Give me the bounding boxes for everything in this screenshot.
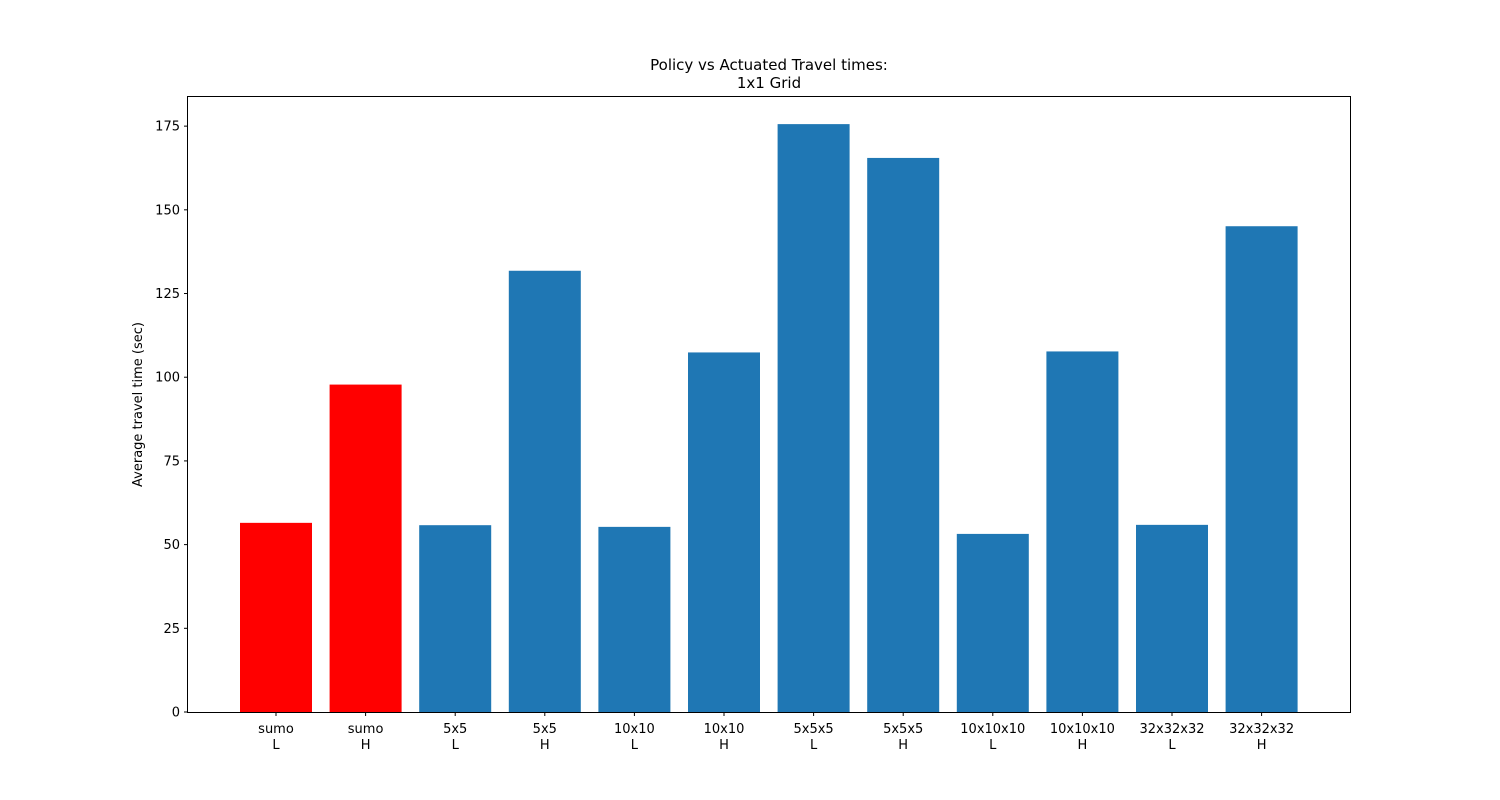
y-axis-ticks: 0 25 50 75 100 125 150 175: [155, 120, 188, 721]
bar-sumo-l: [240, 522, 312, 712]
y-tick-label: 100: [155, 371, 180, 386]
bar-5x5-l: [419, 525, 492, 712]
x-tick-label: H: [898, 738, 908, 753]
bar-5x5x5-l: [777, 124, 850, 713]
y-tick-label: 0: [172, 706, 180, 721]
x-tick-label: 32x32x32: [1229, 722, 1294, 737]
x-tick-label: H: [1078, 738, 1088, 753]
x-tick-label: H: [540, 738, 550, 753]
x-tick-label: L: [452, 738, 460, 753]
bar-5x5-h: [508, 270, 581, 712]
x-tick-label: H: [1257, 738, 1267, 753]
y-axis-label: Average travel time (sec): [131, 322, 146, 487]
x-tick-label: H: [719, 738, 729, 753]
x-tick-label: L: [989, 738, 997, 753]
x-tick-label: 10x10: [614, 722, 655, 737]
bar-32x32x32-l: [1136, 524, 1208, 712]
y-tick-label: 25: [163, 622, 180, 637]
x-tick-label: 5x5: [533, 722, 557, 737]
x-axis-ticks: sumoLsumoH5x5L5x5H10x10L10x10H5x5x5L5x5x…: [258, 712, 1294, 753]
x-tick-label: sumo: [348, 722, 384, 737]
plot-frame: [187, 96, 1351, 713]
x-tick-label: 5x5: [443, 722, 467, 737]
x-tick-label: L: [631, 738, 639, 753]
x-tick-label: 10x10: [704, 722, 745, 737]
chart-title-line-1: Policy vs Actuated Travel times:: [650, 56, 888, 74]
bar-10x10-h: [688, 352, 760, 712]
x-tick-label: L: [810, 738, 818, 753]
x-tick-label: 5x5x5: [883, 722, 923, 737]
x-tick-label: L: [272, 738, 280, 753]
x-tick-label: H: [361, 738, 371, 753]
bar-10x10-l: [598, 526, 671, 712]
x-tick-label: 10x10x10: [1050, 722, 1115, 737]
y-tick-label: 125: [155, 287, 180, 302]
bar-5x5x5-h: [867, 157, 940, 712]
x-tick-label: 10x10x10: [960, 722, 1025, 737]
bar-sumo-h: [329, 384, 402, 712]
chart-title-line-2: 1x1 Grid: [737, 74, 801, 92]
x-tick-label: sumo: [258, 722, 294, 737]
x-tick-label: 32x32x32: [1139, 722, 1204, 737]
y-tick-label: 175: [155, 120, 180, 135]
bar-10x10x10-h: [1046, 351, 1119, 712]
y-tick-label: 150: [155, 203, 180, 218]
bar-10x10x10-l: [956, 533, 1029, 712]
y-tick-label: 50: [163, 538, 180, 553]
y-tick-label: 75: [163, 454, 180, 469]
bars-group: [240, 124, 1298, 713]
x-tick-label: L: [1168, 738, 1176, 753]
x-tick-label: 5x5x5: [793, 722, 833, 737]
bar-32x32x32-h: [1225, 226, 1298, 713]
